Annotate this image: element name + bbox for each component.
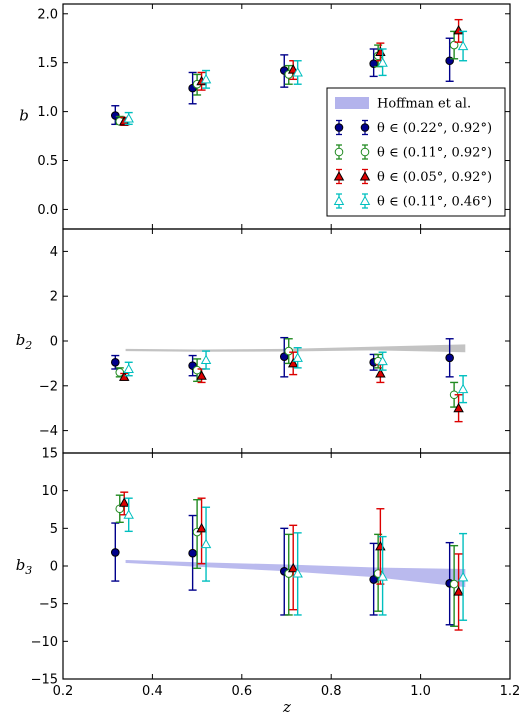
hoffman-band xyxy=(125,559,466,588)
x-tick-label: 0.2 xyxy=(53,684,74,699)
legend-marker xyxy=(333,171,345,181)
x-tick-label: 1.0 xyxy=(410,684,431,699)
data-point xyxy=(118,497,130,507)
data-point xyxy=(453,402,464,413)
data-point xyxy=(200,73,212,84)
legend-marker xyxy=(360,123,370,132)
data-point xyxy=(457,383,469,394)
data-point xyxy=(445,353,454,363)
x-tick-label: 0.4 xyxy=(142,684,163,699)
y-tick-label: 0.0 xyxy=(37,203,58,218)
legend-band-swatch xyxy=(335,97,369,109)
legend-marker xyxy=(359,171,371,181)
y-axis-label: b3 xyxy=(16,556,33,577)
y-tick-label: −2 xyxy=(39,379,58,394)
y-tick-label: 0 xyxy=(50,560,58,575)
data-point xyxy=(196,522,207,533)
legend-marker xyxy=(333,195,345,206)
data-point xyxy=(192,365,202,375)
legend-label: θ ∈ (0.22°, 0.92°) xyxy=(377,121,492,136)
data-point xyxy=(457,40,469,51)
y-tick-label: 1.5 xyxy=(37,56,58,71)
x-axis-ticks: 0.2 0.4 0.6 0.8 1.0 1.2 xyxy=(53,684,520,699)
data-point xyxy=(287,562,299,573)
hoffman-band xyxy=(125,344,466,353)
data-point xyxy=(200,354,212,365)
data-point xyxy=(292,67,303,77)
y-tick-label: 5 xyxy=(50,522,58,537)
data-point xyxy=(375,368,386,378)
panel-b2: −4 −2 0 2 4 b2 xyxy=(16,228,511,454)
data-point xyxy=(115,368,125,377)
x-axis-label: z xyxy=(282,698,291,716)
y-tick-label: 2 xyxy=(50,290,58,305)
data-point xyxy=(110,357,120,367)
legend-label: θ ∈ (0.11°, 0.46°) xyxy=(377,195,492,210)
data-point xyxy=(449,40,459,50)
y-tick-label: 2.0 xyxy=(37,7,58,22)
y-tick-label: −5 xyxy=(39,597,58,612)
data-point xyxy=(284,346,294,356)
data-point xyxy=(196,370,207,380)
y-tick-label: 15 xyxy=(41,447,58,462)
data-point xyxy=(453,24,464,35)
data-point xyxy=(377,355,388,366)
y-tick-label: 0.5 xyxy=(37,154,58,169)
data-point xyxy=(292,352,303,362)
data-point xyxy=(457,571,469,582)
y-tick-label: −10 xyxy=(31,635,58,650)
legend-marker xyxy=(334,123,344,132)
panel-b: 0.0 0.5 1.0 1.5 2.0 b xyxy=(19,3,511,230)
data-point xyxy=(292,568,303,578)
data-point xyxy=(123,509,134,519)
y-tick-label: 10 xyxy=(41,484,58,499)
data-point xyxy=(287,357,299,368)
data-point xyxy=(188,548,197,558)
panel-b3: −15 −10 −5 0 5 10 15 b3 xyxy=(16,447,511,688)
data-point xyxy=(377,571,388,581)
y-axis-label: b xyxy=(19,107,29,125)
data-point xyxy=(287,64,299,74)
legend-label: θ ∈ (0.05°, 0.92°) xyxy=(377,170,492,185)
y-tick-label: 4 xyxy=(50,245,58,260)
legend-marker xyxy=(359,195,371,206)
data-point xyxy=(200,538,212,549)
legend: Hoffman et al. θ ∈ (0.22°, 0.92°) θ ∈ (0.1… xyxy=(326,87,506,217)
panel-frame xyxy=(62,228,511,454)
legend-label: Hoffman et al. xyxy=(377,97,471,112)
y-axis-label: b2 xyxy=(16,331,33,352)
panel-frame xyxy=(62,452,511,680)
legend-box xyxy=(326,87,506,217)
data-point xyxy=(110,111,120,120)
x-tick-label: 1.2 xyxy=(500,684,520,699)
x-tick-label: 0.6 xyxy=(231,684,252,699)
legend-marker xyxy=(360,147,370,157)
data-point xyxy=(449,579,459,589)
y-tick-label: −4 xyxy=(39,424,58,439)
data-point xyxy=(110,548,120,557)
data-point xyxy=(377,57,388,67)
data-point xyxy=(123,113,134,123)
data-point xyxy=(123,363,134,374)
data-point xyxy=(445,56,454,66)
y-tick-label: 1.0 xyxy=(37,105,58,120)
y-tick-label: −15 xyxy=(31,673,58,688)
data-point xyxy=(453,586,464,596)
legend-marker xyxy=(334,147,344,157)
y-tick-label: 0 xyxy=(50,335,58,350)
x-tick-label: 0.8 xyxy=(321,684,342,699)
legend-label: θ ∈ (0.11°, 0.92°) xyxy=(377,146,492,161)
